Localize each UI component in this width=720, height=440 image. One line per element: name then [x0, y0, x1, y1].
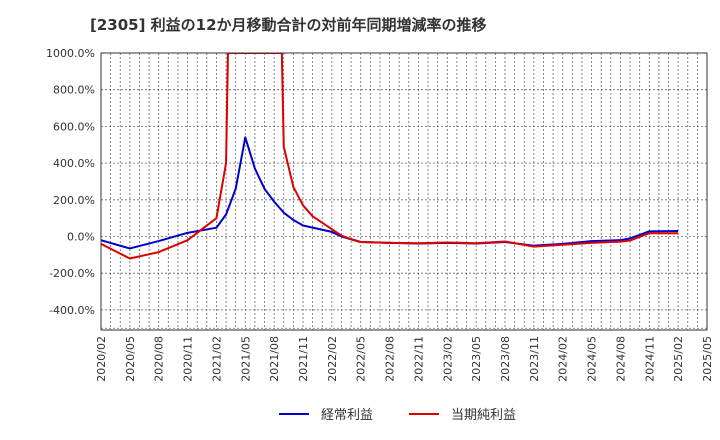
x-tick-label: 2022/05	[355, 336, 368, 382]
plot-frame	[100, 52, 708, 331]
x-tick-label: 2021/08	[268, 336, 281, 382]
x-tick-label: 2022/11	[412, 336, 425, 382]
x-tick-label: 2025/05	[701, 336, 714, 382]
x-tick-label: 2022/08	[384, 336, 397, 382]
x-tick-label: 2023/05	[470, 336, 483, 382]
legend-label-ordinary-profit: 経常利益	[321, 408, 373, 423]
series-line-net-profit	[101, 53, 679, 260]
y-axis-ticks: 1000.0% 800.0% 600.0% 400.0% 200.0% 0.0% -200.…	[46, 47, 95, 317]
x-tick-label: 2020/11	[182, 336, 195, 382]
x-tick-label: 2023/02	[441, 336, 454, 382]
x-tick-label: 2024/05	[586, 336, 599, 382]
x-tick-label: 2024/02	[557, 336, 570, 382]
x-tick-label: 2020/02	[95, 336, 108, 382]
series-lines	[101, 53, 679, 260]
x-tick-label: 2024/11	[643, 336, 656, 382]
x-axis-ticks: 2020/02 2020/05 2020/08 2020/11 2021/02 2021/…	[95, 336, 714, 382]
plot-background	[101, 53, 707, 330]
x-tick-label: 2021/02	[210, 336, 223, 382]
y-tick-label: 800.0%	[53, 84, 95, 97]
x-tick-label: 2023/11	[528, 336, 541, 382]
x-tick-label: 2023/08	[499, 336, 512, 382]
y-tick-label: 400.0%	[53, 157, 95, 170]
legend-label-net-profit: 当期純利益	[451, 408, 516, 423]
legend: 経常利益 当期純利益	[279, 408, 516, 423]
x-tick-label: 2020/05	[124, 336, 137, 382]
y-tick-label: -200.0%	[49, 267, 95, 280]
x-tick-label: 2024/08	[614, 336, 627, 382]
y-tick-label: 600.0%	[53, 120, 95, 133]
x-tick-label: 2020/08	[153, 336, 166, 382]
x-tick-label: 2025/02	[672, 336, 685, 382]
chart-title: [2305] 利益の12か月移動合計の対前年同期増減率の推移	[90, 16, 487, 34]
series-line-ordinary-profit	[101, 136, 679, 250]
y-tick-label: 200.0%	[53, 194, 95, 207]
x-tick-label: 2022/02	[326, 336, 339, 382]
x-tick-label: 2021/11	[297, 336, 310, 382]
x-tick-label: 2021/05	[239, 336, 252, 382]
y-tick-label: 0.0%	[67, 231, 95, 244]
y-tick-label: 1000.0%	[46, 47, 95, 60]
y-tick-label: -400.0%	[49, 304, 95, 317]
